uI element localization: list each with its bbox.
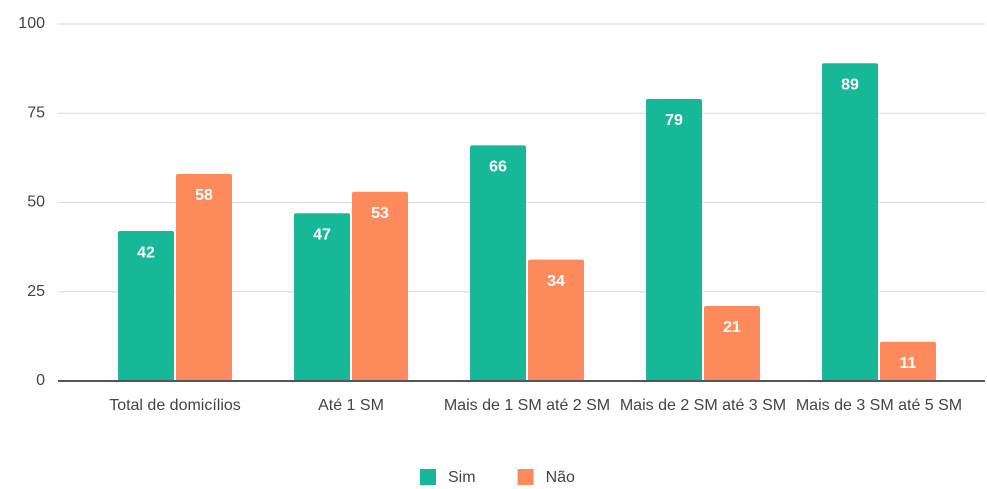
x-tick-label: Até 1 SM: [318, 397, 384, 414]
bar: [352, 191, 408, 381]
y-tick-label: 100: [18, 15, 45, 32]
bar: [528, 259, 584, 381]
y-tick-label: 50: [27, 194, 45, 211]
data-label: 11: [900, 355, 917, 372]
data-label: 89: [841, 76, 859, 93]
data-label: 42: [137, 244, 155, 261]
legend-swatch: [517, 469, 534, 485]
bar: [822, 63, 878, 382]
legend-swatch: [420, 469, 436, 485]
x-tick-label: Total de domicílios: [109, 397, 241, 414]
bar: [118, 231, 174, 381]
bar: [704, 306, 760, 381]
y-tick-label: 25: [27, 283, 45, 300]
data-label: 66: [489, 159, 507, 176]
x-tick-label: Mais de 1 SM até 2 SM: [443, 397, 611, 414]
data-label: 47: [313, 226, 331, 243]
bar: [470, 145, 526, 381]
data-label: 21: [723, 319, 741, 336]
x-tick-label: Mais de 3 SM até 5 SM: [795, 397, 963, 414]
x-tick-label: Mais de 2 SM até 3 SM: [619, 397, 787, 414]
data-label: 34: [547, 273, 565, 290]
bar: [646, 98, 702, 381]
data-label: 53: [371, 205, 389, 222]
data-label: 79: [665, 112, 683, 129]
legend-label: Não: [546, 469, 575, 486]
y-tick-label: 0: [36, 372, 45, 389]
data-label: 58: [195, 187, 213, 204]
bar: [176, 173, 232, 381]
bar: [880, 341, 936, 381]
y-tick-label: 75: [27, 104, 45, 121]
bar: [294, 213, 350, 381]
legend-label: Sim: [448, 469, 476, 486]
